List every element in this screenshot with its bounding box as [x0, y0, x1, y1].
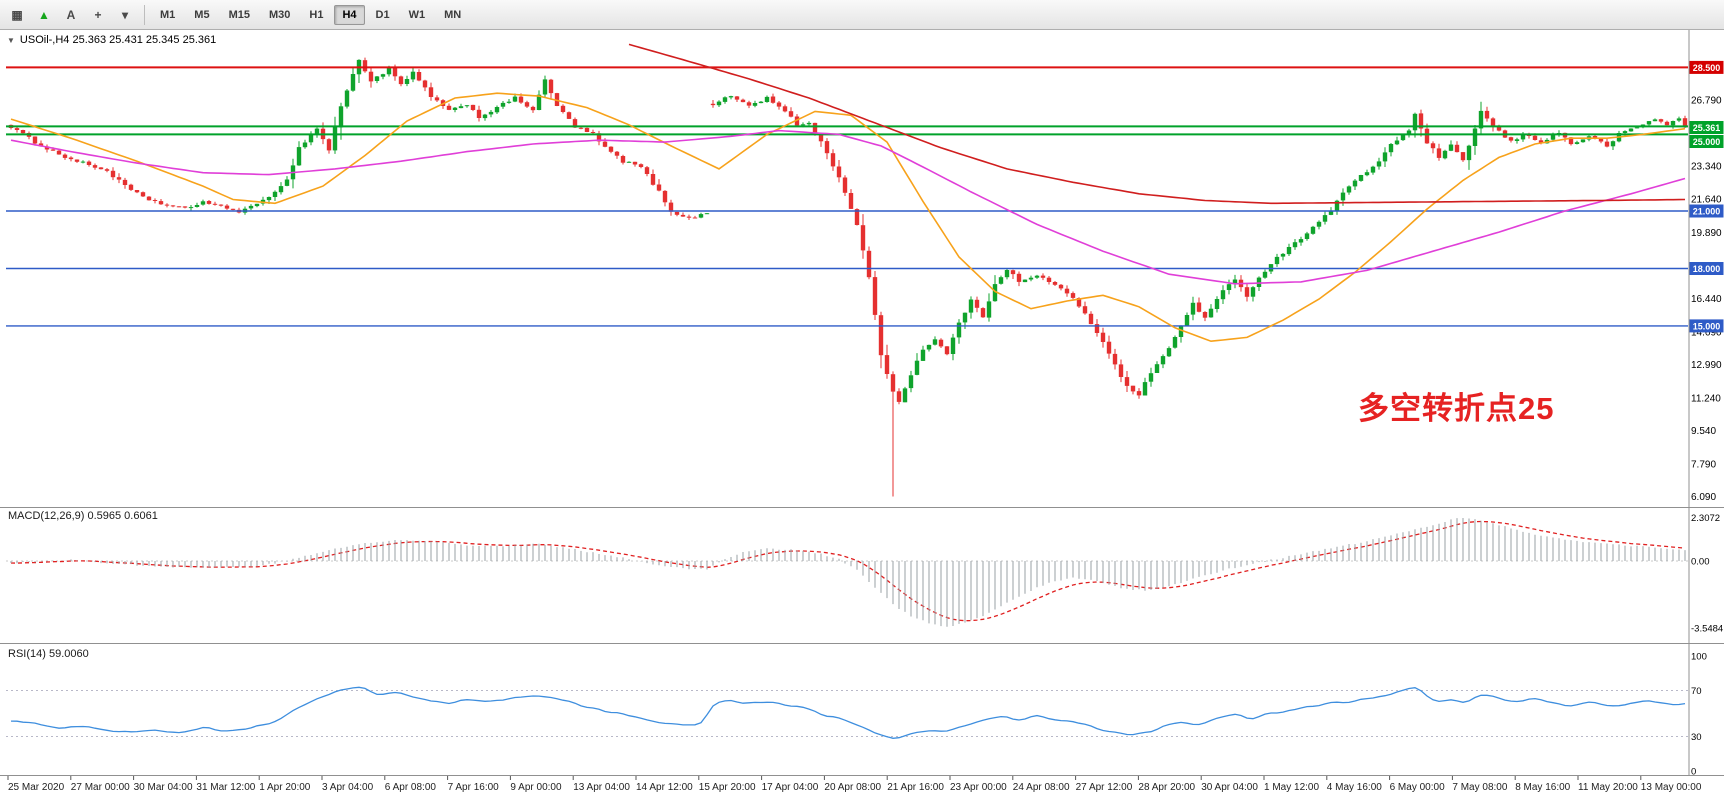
ma-medium-magenta-line [10, 129, 1686, 285]
svg-text:13 Apr 04:00: 13 Apr 04:00 [573, 782, 630, 793]
svg-text:7 May 08:00: 7 May 08:00 [1452, 782, 1507, 793]
svg-text:27 Apr 12:00: 27 Apr 12:00 [1076, 782, 1133, 793]
svg-text:70: 70 [1691, 686, 1702, 697]
svg-text:3 Apr 04:00: 3 Apr 04:00 [322, 782, 374, 793]
svg-text:9 Apr 00:00: 9 Apr 00:00 [510, 782, 562, 793]
svg-text:15 Apr 20:00: 15 Apr 20:00 [699, 782, 756, 793]
tf-button-M5[interactable]: M5 [186, 5, 217, 25]
tf-button-W1[interactable]: W1 [401, 5, 434, 25]
svg-text:31 Mar 12:00: 31 Mar 12:00 [196, 782, 255, 793]
svg-text:23 Apr 00:00: 23 Apr 00:00 [950, 782, 1007, 793]
svg-text:14 Apr 12:00: 14 Apr 12:00 [636, 782, 693, 793]
macd-axis-labels: 2.3072 0.00 -3.5484 [1691, 513, 1723, 635]
panel-separators [0, 30, 1724, 776]
tf-button-M1[interactable]: M1 [152, 5, 183, 25]
hline-tag [1689, 319, 1724, 333]
tf-button-M15[interactable]: M15 [221, 5, 258, 25]
svg-text:14.690: 14.690 [1691, 327, 1722, 338]
svg-text:12.990: 12.990 [1691, 360, 1722, 371]
svg-text:24 Apr 08:00: 24 Apr 08:00 [1013, 782, 1070, 793]
svg-text:28.500: 28.500 [1693, 63, 1721, 73]
svg-text:1 May 12:00: 1 May 12:00 [1264, 782, 1319, 793]
ma-fast-orange-line [10, 92, 1686, 343]
cursor-tool-icon[interactable]: A [66, 7, 76, 22]
rsi-axis-labels: 100 70 30 0 [1691, 652, 1707, 778]
svg-text:6.090: 6.090 [1691, 492, 1716, 503]
chart-text-annotation[interactable]: 多空转折点25 [1358, 391, 1555, 426]
svg-text:1 Apr 20:00: 1 Apr 20:00 [259, 782, 311, 793]
macd-signal-line [10, 520, 1686, 622]
svg-text:25.361: 25.361 [1693, 123, 1721, 133]
svg-text:23.340: 23.340 [1691, 162, 1722, 173]
tf-button-MN[interactable]: MN [436, 5, 469, 25]
horizontal-lines-layer[interactable] [6, 66, 1688, 327]
tf-button-H4[interactable]: H4 [334, 4, 365, 25]
tf-button-M30[interactable]: M30 [261, 5, 298, 25]
rsi-indicator-label: RSI(14) 59.0060 [8, 648, 89, 660]
svg-text:11 May 20:00: 11 May 20:00 [1578, 782, 1638, 793]
rsi-panel [6, 686, 1688, 739]
macd-panel [6, 520, 1688, 622]
hline-tag [1689, 135, 1724, 148]
svg-text:7.790: 7.790 [1691, 460, 1716, 471]
hline-tag [1689, 60, 1724, 74]
price-axis-tags: 28.500 25.361 25.000 21.000 18.000 15.000 [1689, 60, 1724, 333]
crosshair-tool-icon[interactable]: + [94, 7, 102, 22]
rsi-line [10, 686, 1686, 739]
chart-window-icon[interactable]: ▦ [11, 7, 23, 22]
svg-text:0: 0 [1691, 767, 1696, 778]
svg-text:6 Apr 08:00: 6 Apr 08:00 [385, 782, 437, 793]
svg-text:30: 30 [1691, 732, 1702, 743]
svg-text:16.440: 16.440 [1691, 294, 1722, 305]
svg-text:25 Mar 2020: 25 Mar 2020 [8, 782, 65, 793]
svg-text:2.3072: 2.3072 [1691, 513, 1720, 524]
svg-text:4 May 16:00: 4 May 16:00 [1327, 782, 1382, 793]
svg-text:30 Apr 04:00: 30 Apr 04:00 [1201, 782, 1258, 793]
macd-histogram [10, 518, 1686, 627]
svg-text:7 Apr 16:00: 7 Apr 16:00 [448, 782, 500, 793]
svg-text:25.000: 25.000 [1693, 137, 1721, 147]
svg-text:28 Apr 20:00: 28 Apr 20:00 [1138, 782, 1195, 793]
candles-layer [8, 57, 1688, 497]
drawing-tools-dropdown-icon[interactable]: ▾ [121, 7, 129, 22]
svg-text:9.540: 9.540 [1691, 426, 1716, 437]
tf-button-H1[interactable]: H1 [301, 5, 331, 25]
tf-button-D1[interactable]: D1 [368, 5, 398, 25]
top-toolbar: ▦ ▲ A + ▾ M1 M5 M15 M30 H1 H4 D1 W1 MN [0, 0, 1724, 30]
current-price-tag [1689, 121, 1724, 134]
svg-text:6 May 00:00: 6 May 00:00 [1390, 782, 1445, 793]
svg-text:11.240: 11.240 [1691, 393, 1721, 404]
moving-averages-layer [10, 43, 1686, 343]
svg-text:18.000: 18.000 [1693, 264, 1721, 274]
svg-text:20 Apr 08:00: 20 Apr 08:00 [824, 782, 881, 793]
svg-text:8 May 16:00: 8 May 16:00 [1515, 782, 1570, 793]
svg-text:26.790: 26.790 [1691, 96, 1722, 107]
chart-title-text: USOil-,H4 25.363 25.431 25.345 25.361 [19, 34, 217, 46]
toolbar-separator [144, 4, 145, 25]
ma-slow-red-line [628, 43, 1686, 205]
svg-text:13 May 00:00: 13 May 00:00 [1641, 782, 1702, 793]
time-axis-labels: 25 Mar 2020 27 Mar 00:00 30 Mar 04:00 31 Ma… [7, 776, 1702, 793]
hline-tag [1689, 204, 1724, 218]
chart-canvas[interactable]: 26.79023.34021.64019.89018.14016.44014.6… [0, 30, 1724, 796]
svg-text:19.890: 19.890 [1691, 228, 1722, 239]
svg-text:17 Apr 04:00: 17 Apr 04:00 [762, 782, 819, 793]
green-arrow-icon[interactable]: ▲ [38, 7, 50, 22]
svg-text:100: 100 [1691, 652, 1707, 663]
svg-text:30 Mar 04:00: 30 Mar 04:00 [134, 782, 193, 793]
svg-text:21.000: 21.000 [1693, 207, 1721, 217]
macd-indicator-label: MACD(12,26,9) 0.5965 0.6061 [8, 510, 158, 522]
svg-text:0.00: 0.00 [1691, 557, 1710, 568]
svg-text:15.000: 15.000 [1693, 321, 1721, 331]
svg-text:27 Mar 00:00: 27 Mar 00:00 [71, 782, 130, 793]
chart-title: ▼ USOil-,H4 25.363 25.431 25.345 25.361 [7, 34, 216, 46]
hline-tag [1689, 262, 1724, 275]
svg-text:21 Apr 16:00: 21 Apr 16:00 [887, 782, 944, 793]
svg-text:-3.5484: -3.5484 [1691, 624, 1723, 635]
svg-text:21.640: 21.640 [1691, 194, 1722, 205]
chart-marker-icon: ▼ [7, 35, 15, 45]
